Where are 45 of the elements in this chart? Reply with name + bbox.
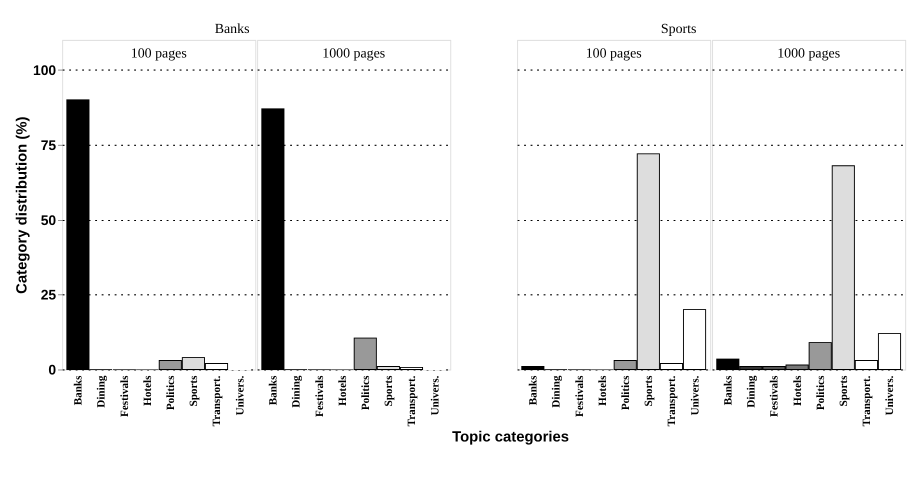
x-tick-label: Politics (620, 374, 632, 410)
x-axis-title: Topic categories (452, 430, 570, 446)
x-tick-label: Festivals (574, 374, 586, 417)
y-axis-title: Category distribution (%) (14, 116, 30, 294)
x-tick-label: Festivals (118, 374, 131, 417)
x-tick-label: Transport. (861, 375, 874, 426)
x-tick-label: Hotels (142, 374, 154, 406)
x-tick-label: Dining (96, 375, 108, 408)
chart-title: Sports (660, 22, 696, 37)
x-tick-label: Univers. (689, 375, 702, 416)
x-tick-label: Sports (643, 374, 656, 406)
y-tick-label: 75 (40, 136, 56, 153)
chart-subtitle: 1000 pages (322, 46, 386, 62)
x-tick-label: Hotels (596, 374, 609, 406)
x-tick-label: Festivals (768, 374, 781, 417)
x-tick-label: Banks (268, 374, 280, 406)
x-tick-label: Univers. (234, 375, 246, 416)
x-tick-label: Hotels (792, 374, 804, 406)
x-tick-label: Sports (188, 374, 200, 406)
y-tick-label: 100 (32, 62, 56, 78)
chart-subtitle: 1000 pages (777, 46, 840, 62)
x-tick-label: Sports (838, 374, 850, 406)
x-tick-label: Hotels (336, 374, 349, 406)
x-tick-label: Sports (383, 374, 396, 406)
x-tick-label: Univers. (429, 375, 442, 416)
y-tick-label: 50 (40, 212, 56, 228)
x-tick-label: Dining (746, 375, 758, 408)
y-tick-label: 0 (48, 362, 56, 378)
x-tick-label: Univers. (884, 375, 896, 416)
chart-title: Banks (214, 22, 250, 37)
x-tick-label: Dining (290, 375, 303, 408)
x-tick-label: Politics (165, 374, 178, 410)
x-tick-label: Banks (722, 374, 735, 406)
x-tick-label: Dining (550, 375, 563, 408)
x-tick-label: Politics (360, 374, 372, 410)
x-tick-label: Politics (814, 374, 827, 410)
chart-subtitle: 100 pages (130, 46, 187, 62)
x-tick-label: Transport. (211, 375, 224, 426)
y-tick-label: 25 (40, 286, 56, 303)
x-tick-label: Banks (72, 374, 85, 406)
x-tick-label: Transport. (666, 375, 678, 426)
x-tick-label: Transport. (406, 375, 418, 426)
chart-subtitle: 100 pages (586, 46, 642, 62)
x-tick-label: Festivals (314, 374, 326, 417)
x-tick-label: Banks (528, 374, 540, 406)
